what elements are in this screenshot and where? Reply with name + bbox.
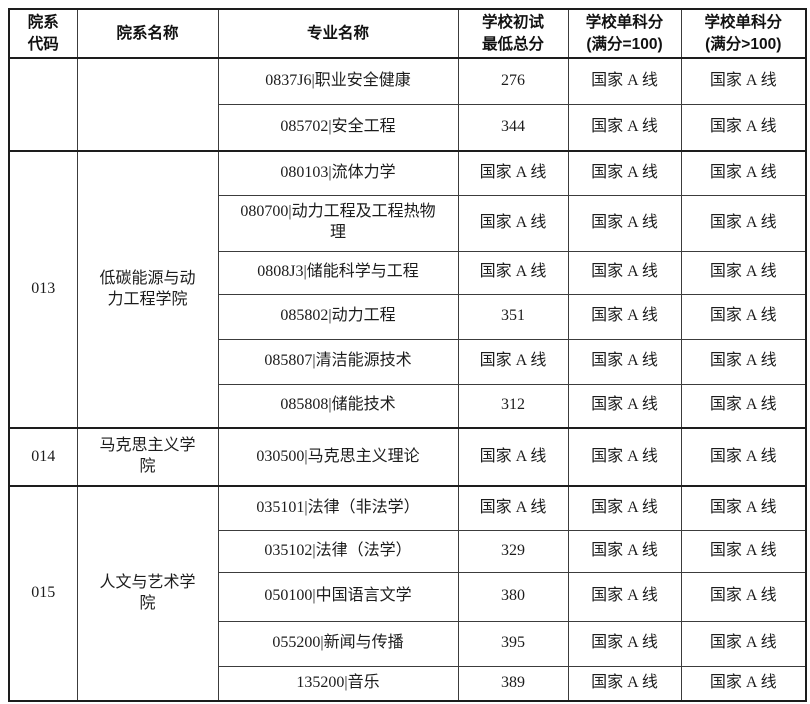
table-row: 0837J6|职业安全健康 276 国家 A 线国家 A 线 — [8, 57, 807, 152]
dept-name-cell: 低碳能源与动 力工程学院 — [76, 150, 219, 429]
single-gt100-cell: 国家 A 线 — [680, 427, 807, 487]
single-eq100-cell: 国家 A 线 — [567, 150, 682, 196]
dept-code-cell — [8, 57, 78, 152]
major-cell: 135200|音乐 — [217, 665, 459, 702]
min-total-cell: 国家 A 线 — [457, 338, 569, 385]
single-eq100-cell: 国家 A 线 — [567, 427, 682, 487]
table-row: 035102|法律（法学） 329 国家 A 线国家 A 线 — [9, 529, 807, 573]
min-total-cell: 国家 A 线 — [457, 427, 569, 487]
single-gt100-cell: 国家 A 线 — [680, 150, 807, 196]
major-cell: 030500|马克思主义理论 — [217, 427, 459, 487]
header-single-gt100: 学校单科分 (满分>100) — [680, 8, 807, 59]
single-eq100-cell: 国家 A 线 — [567, 194, 682, 252]
min-total-cell: 351 — [457, 293, 569, 340]
major-cell: 080700|动力工程及工程热物 理 — [217, 194, 459, 252]
header-min-total: 学校初试 最低总分 — [457, 8, 569, 59]
single-gt100-cell: 国家 A 线 — [680, 338, 807, 385]
dept-name-cell: 人文与艺术学 院 — [76, 485, 219, 702]
dept-code-cell: 013 — [8, 150, 78, 429]
header-dept-name: 院系名称 — [76, 8, 219, 59]
major-cell: 035102|法律（法学） — [217, 529, 459, 573]
single-gt100-cell: 国家 A 线 — [680, 571, 807, 622]
table-row: 015 人文与艺术学 院 035101|法律（非法学） 国家 A 线国家 A 线国家 … — [8, 485, 807, 702]
major-cell: 085702|安全工程 — [217, 103, 459, 152]
header-single-eq100: 学校单科分 (满分=100) — [567, 8, 682, 59]
min-total-cell: 国家 A 线 — [457, 194, 569, 252]
min-total-cell: 389 — [457, 665, 569, 702]
single-gt100-cell: 国家 A 线 — [680, 293, 807, 340]
table-row: 135200|音乐 389 国家 A 线国家 A 线 — [9, 665, 807, 702]
single-eq100-cell: 国家 A 线 — [567, 57, 682, 105]
dept-code-cell: 014 — [8, 427, 78, 487]
single-gt100-cell: 国家 A 线 — [680, 383, 807, 429]
single-gt100-cell: 国家 A 线 — [680, 57, 807, 105]
major-cell: 035101|法律（非法学） — [217, 485, 459, 531]
table-row: 085807|清洁能源技术 国家 A 线国家 A 线国家 A 线 — [9, 338, 807, 385]
dept-code-cell: 015 — [8, 485, 78, 702]
major-cell: 0808J3|储能科学与工程 — [217, 250, 459, 295]
min-total-cell: 276 — [457, 57, 569, 105]
single-eq100-cell: 国家 A 线 — [567, 293, 682, 340]
header-major-name: 专业名称 — [217, 8, 459, 59]
single-gt100-cell: 国家 A 线 — [680, 103, 807, 152]
admission-score-table: 院系 代码 院系名称 专业名称 学校初试 最低总分 学校单科分 (满分=100)… — [8, 8, 807, 702]
min-total-cell: 344 — [457, 103, 569, 152]
major-cell: 085808|储能技术 — [217, 383, 459, 429]
header-row: 院系 代码 院系名称 专业名称 学校初试 最低总分 学校单科分 (满分=100)… — [8, 8, 807, 59]
single-gt100-cell: 国家 A 线 — [680, 485, 807, 531]
single-gt100-cell: 国家 A 线 — [680, 194, 807, 252]
single-gt100-cell: 国家 A 线 — [680, 250, 807, 295]
table-row: 014 马克思主义学 院 030500|马克思主义理论 国家 A 线国家 A 线国家 … — [8, 427, 807, 487]
header-dept-code: 院系 代码 — [8, 8, 78, 59]
document-page: 院系 代码 院系名称 专业名称 学校初试 最低总分 学校单科分 (满分=100)… — [0, 8, 810, 704]
single-eq100-cell: 国家 A 线 — [567, 485, 682, 531]
single-eq100-cell: 国家 A 线 — [567, 250, 682, 295]
table-row: 085702|安全工程 344 国家 A 线国家 A 线 — [9, 103, 807, 152]
table-body: 0837J6|职业安全健康 276 国家 A 线国家 A 线 085702|安全工程 3… — [8, 57, 807, 702]
min-total-cell: 国家 A 线 — [457, 250, 569, 295]
single-eq100-cell: 国家 A 线 — [567, 620, 682, 667]
single-gt100-cell: 国家 A 线 — [680, 620, 807, 667]
major-cell: 0837J6|职业安全健康 — [217, 57, 459, 105]
single-eq100-cell: 国家 A 线 — [567, 665, 682, 702]
dept-name-cell — [76, 57, 219, 152]
min-total-cell: 国家 A 线 — [457, 485, 569, 531]
single-eq100-cell: 国家 A 线 — [567, 383, 682, 429]
single-eq100-cell: 国家 A 线 — [567, 529, 682, 573]
table-row: 013 低碳能源与动 力工程学院 080103|流体力学 国家 A 线国家 A 线国家… — [8, 150, 807, 429]
single-eq100-cell: 国家 A 线 — [567, 103, 682, 152]
table-row: 085802|动力工程 351 国家 A 线国家 A 线 — [9, 293, 807, 340]
single-gt100-cell: 国家 A 线 — [680, 665, 807, 702]
single-eq100-cell: 国家 A 线 — [567, 338, 682, 385]
single-gt100-cell: 国家 A 线 — [680, 529, 807, 573]
single-eq100-cell: 国家 A 线 — [567, 571, 682, 622]
table-header: 院系 代码 院系名称 专业名称 学校初试 最低总分 学校单科分 (满分=100)… — [8, 8, 807, 59]
dept-name-cell: 马克思主义学 院 — [76, 427, 219, 487]
min-total-cell: 380 — [457, 571, 569, 622]
min-total-cell: 312 — [457, 383, 569, 429]
major-cell: 085802|动力工程 — [217, 293, 459, 340]
min-total-cell: 329 — [457, 529, 569, 573]
table-row: 055200|新闻与传播 395 国家 A 线国家 A 线 — [9, 620, 807, 667]
major-cell: 050100|中国语言文学 — [217, 571, 459, 622]
major-cell: 055200|新闻与传播 — [217, 620, 459, 667]
min-total-cell: 国家 A 线 — [457, 150, 569, 196]
major-cell: 085807|清洁能源技术 — [217, 338, 459, 385]
major-cell: 080103|流体力学 — [217, 150, 459, 196]
min-total-cell: 395 — [457, 620, 569, 667]
